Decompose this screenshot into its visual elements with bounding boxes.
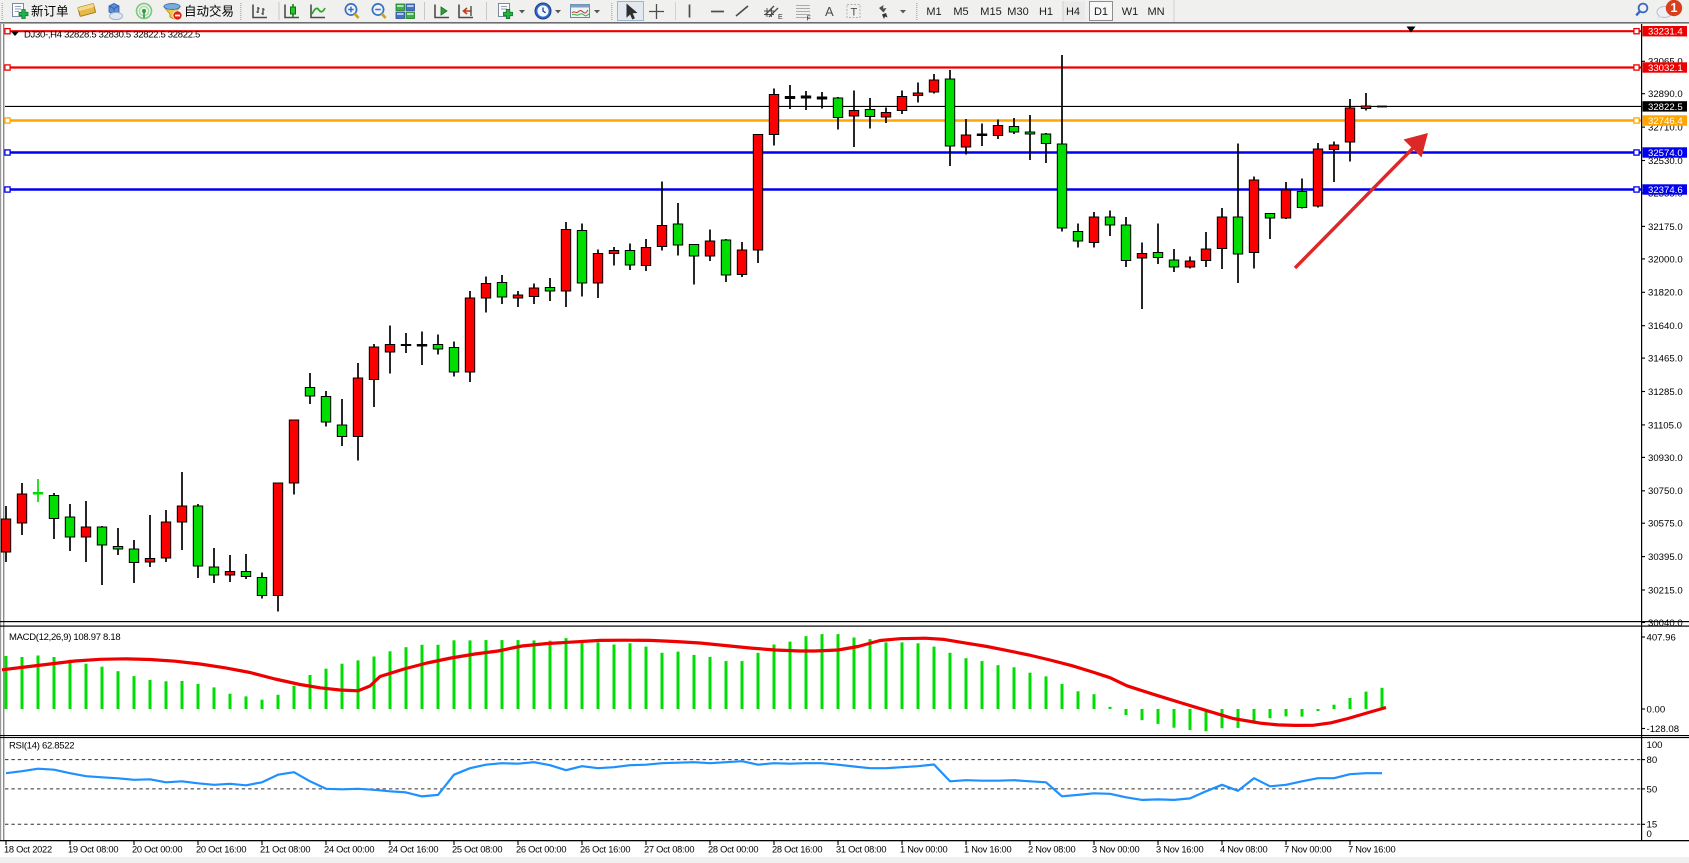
svg-text:3 Nov 00:00: 3 Nov 00:00 xyxy=(1092,845,1139,855)
svg-text:31820.0: 31820.0 xyxy=(1648,288,1683,299)
svg-text:31 Oct 08:00: 31 Oct 08:00 xyxy=(836,845,886,855)
svg-text:30040.0: 30040.0 xyxy=(1648,618,1683,629)
svg-text:32710.0: 32710.0 xyxy=(1648,123,1683,134)
svg-text:A: A xyxy=(825,4,834,19)
svg-text:30930.0: 30930.0 xyxy=(1648,453,1683,464)
svg-text:32574.0: 32574.0 xyxy=(1648,148,1683,159)
svg-text:DJ30-,H4 32828.5 32830.5 3282: DJ30-,H4 32828.5 32830.5 32822.5 32822.5 xyxy=(24,30,200,41)
svg-text:自动交易: 自动交易 xyxy=(184,4,234,19)
svg-text:新订单: 新订单 xyxy=(31,4,69,19)
svg-text:28 Oct 16:00: 28 Oct 16:00 xyxy=(772,845,822,855)
svg-text:30750.0: 30750.0 xyxy=(1648,486,1683,497)
svg-text:M1: M1 xyxy=(926,6,941,18)
svg-text:7 Nov 16:00: 7 Nov 16:00 xyxy=(1348,845,1395,855)
svg-text:32530.0: 32530.0 xyxy=(1648,156,1683,167)
svg-text:T: T xyxy=(851,7,858,19)
svg-text:30395.0: 30395.0 xyxy=(1648,552,1683,563)
svg-text:26 Oct 16:00: 26 Oct 16:00 xyxy=(580,845,630,855)
svg-text:32000.0: 32000.0 xyxy=(1648,254,1683,265)
svg-text:H4: H4 xyxy=(1066,6,1080,18)
svg-text:H1: H1 xyxy=(1039,6,1053,18)
svg-text:33065.0: 33065.0 xyxy=(1648,57,1683,68)
svg-text:32890.0: 32890.0 xyxy=(1648,89,1683,100)
svg-text:1: 1 xyxy=(1671,1,1678,15)
svg-text:24 Oct 00:00: 24 Oct 00:00 xyxy=(324,845,374,855)
svg-text:MN: MN xyxy=(1147,6,1164,18)
svg-text:M5: M5 xyxy=(953,6,968,18)
svg-text:80: 80 xyxy=(1647,755,1658,766)
svg-text:3 Nov 16:00: 3 Nov 16:00 xyxy=(1156,845,1203,855)
svg-text:-128.08: -128.08 xyxy=(1647,724,1680,735)
svg-text:50: 50 xyxy=(1647,784,1658,795)
svg-text:21 Oct 08:00: 21 Oct 08:00 xyxy=(260,845,310,855)
svg-text:33032.1: 33032.1 xyxy=(1648,63,1683,74)
svg-text:20 Oct 16:00: 20 Oct 16:00 xyxy=(196,845,246,855)
svg-text:32746.4: 32746.4 xyxy=(1648,116,1683,127)
svg-text:1 Nov 00:00: 1 Nov 00:00 xyxy=(900,845,947,855)
svg-text:2 Nov 08:00: 2 Nov 08:00 xyxy=(1028,845,1075,855)
svg-text:32374.6: 32374.6 xyxy=(1648,185,1683,196)
svg-text:26 Oct 00:00: 26 Oct 00:00 xyxy=(516,845,566,855)
svg-text:30575.0: 30575.0 xyxy=(1648,519,1683,530)
svg-text:15: 15 xyxy=(1647,820,1658,831)
svg-text:32822.5: 32822.5 xyxy=(1648,102,1683,113)
svg-text:RSI(14) 62.8522: RSI(14) 62.8522 xyxy=(9,741,74,752)
svg-text:20 Oct 00:00: 20 Oct 00:00 xyxy=(132,845,182,855)
svg-text:31105.0: 31105.0 xyxy=(1648,420,1682,431)
svg-text:18 Oct 2022: 18 Oct 2022 xyxy=(4,845,52,855)
svg-text:D1: D1 xyxy=(1094,6,1108,18)
svg-text:F: F xyxy=(807,16,811,23)
svg-text:1 Nov 16:00: 1 Nov 16:00 xyxy=(964,845,1011,855)
svg-text:25 Oct 08:00: 25 Oct 08:00 xyxy=(452,845,502,855)
svg-text:30215.0: 30215.0 xyxy=(1648,585,1683,596)
svg-text:W1: W1 xyxy=(1122,6,1139,18)
svg-text:4 Nov 08:00: 4 Nov 08:00 xyxy=(1220,845,1267,855)
svg-text:M15: M15 xyxy=(980,6,1001,18)
svg-text:100: 100 xyxy=(1647,740,1663,751)
svg-text:19 Oct 08:00: 19 Oct 08:00 xyxy=(68,845,118,855)
svg-text:MACD(12,26,9) 108.97 8.18: MACD(12,26,9) 108.97 8.18 xyxy=(9,632,120,643)
svg-text:31285.0: 31285.0 xyxy=(1648,387,1683,398)
svg-text:24 Oct 16:00: 24 Oct 16:00 xyxy=(388,845,438,855)
svg-text:7 Nov 00:00: 7 Nov 00:00 xyxy=(1284,845,1331,855)
svg-text:33231.4: 33231.4 xyxy=(1648,27,1683,38)
svg-text:407.96: 407.96 xyxy=(1647,632,1676,643)
svg-text:31640.0: 31640.0 xyxy=(1648,321,1683,332)
svg-text:0.00: 0.00 xyxy=(1647,704,1666,715)
svg-text:0: 0 xyxy=(1647,829,1652,840)
svg-text:27 Oct 08:00: 27 Oct 08:00 xyxy=(644,845,694,855)
svg-text:M30: M30 xyxy=(1007,6,1028,18)
svg-text:E: E xyxy=(778,14,783,21)
svg-text:32175.0: 32175.0 xyxy=(1648,222,1683,233)
svg-text:28 Oct 00:00: 28 Oct 00:00 xyxy=(708,845,758,855)
svg-text:31465.0: 31465.0 xyxy=(1648,354,1683,365)
